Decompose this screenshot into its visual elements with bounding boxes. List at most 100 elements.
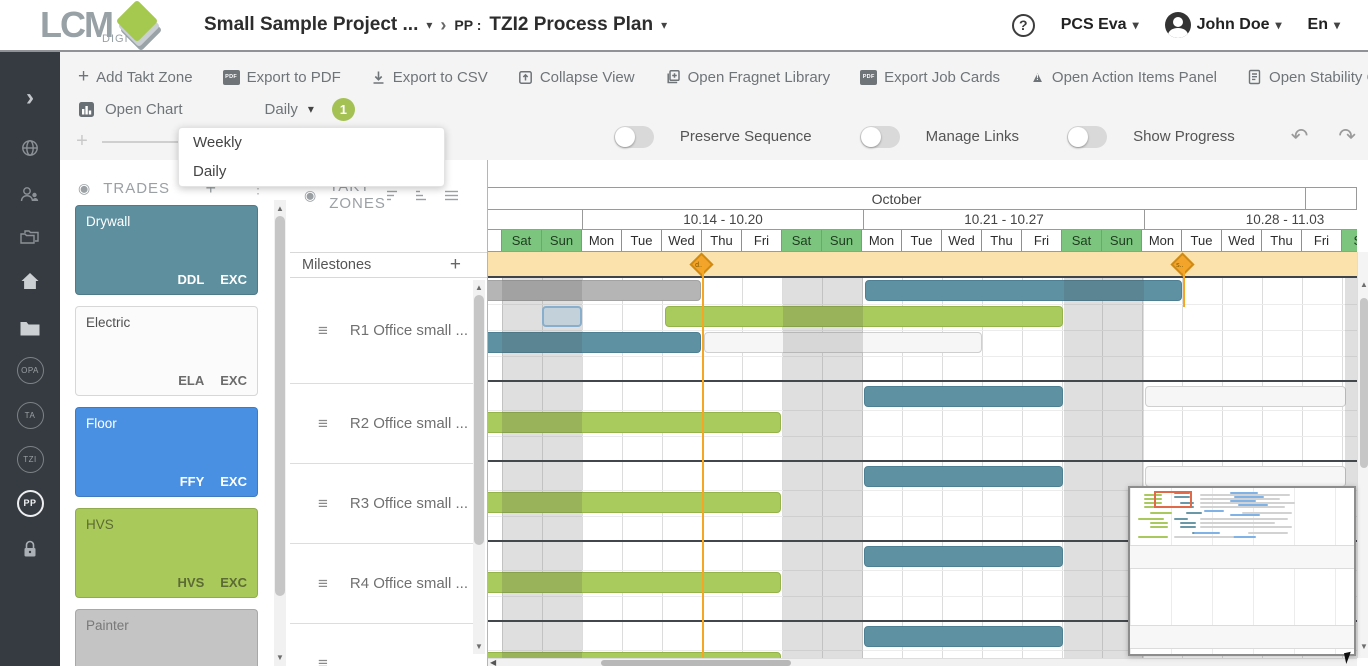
- wagon-bar-teal[interactable]: [864, 546, 1063, 567]
- drag-handle-icon[interactable]: ≡: [318, 573, 328, 593]
- wagon-bar-green[interactable]: [488, 572, 781, 593]
- sidebar-item-folder-icon[interactable]: [0, 312, 60, 344]
- trade-card-hvs[interactable]: HVS HVS EXC: [75, 508, 258, 598]
- sidebar-item-opa[interactable]: OPA: [0, 354, 60, 386]
- day-header-cell: Mon: [862, 230, 902, 251]
- sidebar-item-ta[interactable]: TA: [0, 399, 60, 431]
- export-csv-button[interactable]: Export to CSV: [371, 69, 488, 86]
- scroll-down-icon[interactable]: ▼: [475, 642, 483, 651]
- sidebar-item-projects-folder-copy-icon[interactable]: [0, 221, 60, 253]
- drag-handle-icon[interactable]: ≡: [318, 320, 328, 340]
- wagon-bar-green[interactable]: [488, 492, 781, 513]
- scroll-up-icon[interactable]: ▲: [276, 204, 284, 213]
- selected-cell[interactable]: [542, 306, 582, 327]
- wagon-bar-green[interactable]: [665, 306, 1063, 327]
- warning-icon: ▲!: [1030, 68, 1045, 86]
- export-job-cards-button[interactable]: PDF Export Job Cards: [860, 69, 1000, 86]
- sort-descending-icon[interactable]: [415, 189, 430, 202]
- scroll-down-icon[interactable]: ▼: [276, 653, 284, 662]
- ghost-bar[interactable]: [1145, 466, 1346, 487]
- sidebar-item-users-icon[interactable]: [0, 178, 60, 210]
- sidebar-item-tzi[interactable]: TZI: [0, 443, 60, 475]
- wagon-bar-teal[interactable]: [864, 466, 1063, 487]
- sidebar-item-home-icon[interactable]: [0, 265, 60, 297]
- add-milestone-button[interactable]: +: [449, 254, 461, 275]
- open-chart-button[interactable]: Open Chart: [105, 100, 183, 118]
- zoom-in-icon[interactable]: +: [76, 130, 88, 152]
- org-menu[interactable]: PCS Eva ▾: [1061, 16, 1139, 34]
- preserve-sequence-toggle[interactable]: [613, 125, 654, 148]
- ghost-bar[interactable]: [704, 332, 982, 353]
- trades-scrollbar-thumb[interactable]: [275, 216, 285, 596]
- period-option-weekly[interactable]: Weekly: [193, 134, 242, 151]
- open-stability-criteria-button[interactable]: Open Stability Criteria Panel: [1247, 69, 1368, 86]
- trade-card-floor[interactable]: Floor FFY EXC: [75, 407, 258, 497]
- sidebar-item-expand-sidebar[interactable]: ›: [0, 82, 60, 114]
- add-takt-zone-button[interactable]: + Add Takt Zone: [78, 66, 193, 88]
- scroll-up-icon[interactable]: ▲: [475, 283, 483, 292]
- trade-name: Painter: [86, 618, 129, 633]
- app-logo[interactable]: LCM DIGITAL: [40, 0, 190, 52]
- trades-scrollbar[interactable]: ▲ ▼: [274, 200, 286, 666]
- wagon-bar-teal[interactable]: [488, 332, 701, 353]
- trade-card-drywall[interactable]: Drywall DDL EXC: [75, 205, 258, 295]
- sidebar-item-pp[interactable]: PP: [0, 487, 60, 519]
- language-menu[interactable]: En ▾: [1308, 16, 1340, 34]
- main-content: ◉ TRADES + ⋮ Drywall DDL EXC Electric ELA EXC…: [60, 160, 1368, 666]
- collapse-view-button[interactable]: Collapse View: [518, 69, 635, 86]
- sidebar-item-globe-icon[interactable]: [0, 132, 60, 164]
- wagon-bar-gray[interactable]: [488, 280, 701, 301]
- scroll-down-icon[interactable]: ▼: [1360, 642, 1368, 651]
- chevron-down-icon[interactable]: ▾: [307, 102, 314, 116]
- takt-scrollbar-thumb[interactable]: [474, 295, 484, 545]
- add-trade-button[interactable]: +: [205, 178, 217, 198]
- wagon-bar-teal[interactable]: [864, 626, 1063, 647]
- takt-zone-row-3[interactable]: ≡ R3 Office small ...: [290, 464, 473, 544]
- chart-vertical-scrollbar[interactable]: ▲ ▼: [1357, 252, 1368, 658]
- chevron-down-icon[interactable]: ▾: [426, 18, 433, 32]
- manage-links-toggle[interactable]: [859, 125, 900, 148]
- takt-zone-row-4[interactable]: ≡ R4 Office small ...: [290, 544, 473, 624]
- list-view-icon[interactable]: [444, 189, 459, 202]
- plan-title[interactable]: TZI2 Process Plan: [489, 14, 654, 35]
- show-progress-toggle[interactable]: [1067, 125, 1108, 148]
- wagon-bar-teal[interactable]: [864, 386, 1063, 407]
- chart-hscrollbar-thumb[interactable]: [601, 660, 791, 666]
- takt-zone-row-5[interactable]: ≡: [290, 624, 473, 666]
- chevron-down-icon[interactable]: ▾: [661, 18, 668, 32]
- help-icon[interactable]: ?: [1011, 13, 1035, 37]
- wagon-bar-green[interactable]: [488, 412, 781, 433]
- open-fragnet-library-button[interactable]: Open Fragnet Library: [665, 69, 830, 86]
- wagon-bar-green[interactable]: [488, 652, 781, 658]
- period-dropdown[interactable]: Daily: [264, 100, 298, 118]
- minimap-viewport[interactable]: [1154, 491, 1192, 508]
- drag-handle-icon[interactable]: ≡: [318, 413, 328, 433]
- takt-zone-row-1[interactable]: ≡ R1 Office small ...: [290, 278, 473, 384]
- day-header-cell: Mon: [1142, 230, 1182, 251]
- open-action-items-button[interactable]: ▲! Open Action Items Panel: [1030, 69, 1217, 86]
- chart-vscrollbar-thumb[interactable]: [1360, 298, 1368, 468]
- sidebar-item-lock-icon[interactable]: [0, 533, 60, 565]
- user-name: John Doe: [1196, 16, 1270, 33]
- drag-handle-icon[interactable]: ≡: [318, 653, 328, 666]
- sort-ascending-icon[interactable]: [386, 189, 401, 202]
- toolbar-row-1: + Add Takt Zone PDF Export to PDF Export to …: [60, 52, 1368, 92]
- takt-zone-row-2[interactable]: ≡ R2 Office small ...: [290, 384, 473, 464]
- period-option-daily[interactable]: Daily: [193, 163, 227, 180]
- export-pdf-button[interactable]: PDF Export to PDF: [222, 69, 341, 86]
- chart-horizontal-scrollbar[interactable]: ◀: [488, 658, 1357, 666]
- user-menu[interactable]: John Doe ▾: [1164, 12, 1282, 38]
- drag-handle-icon[interactable]: ≡: [318, 493, 328, 513]
- wagon-bar-teal[interactable]: [865, 280, 1182, 301]
- chart-minimap[interactable]: [1128, 486, 1356, 656]
- project-title[interactable]: Small Sample Project ...: [204, 14, 419, 35]
- redo-icon[interactable]: ↷: [1338, 125, 1356, 148]
- undo-icon[interactable]: ↶: [1290, 125, 1309, 148]
- trade-card-electric[interactable]: Electric ELA EXC: [75, 306, 258, 396]
- takt-scrollbar[interactable]: ▲ ▼: [473, 280, 485, 654]
- scroll-up-icon[interactable]: ▲: [1360, 280, 1368, 289]
- ghost-bar[interactable]: [1145, 386, 1346, 407]
- scroll-left-icon[interactable]: ◀: [490, 658, 497, 666]
- trade-card-painter[interactable]: Painter: [75, 609, 258, 666]
- week-header-row: 10.14 - 10.20 10.21 - 10.27 10.28 - 11.03: [488, 210, 1357, 230]
